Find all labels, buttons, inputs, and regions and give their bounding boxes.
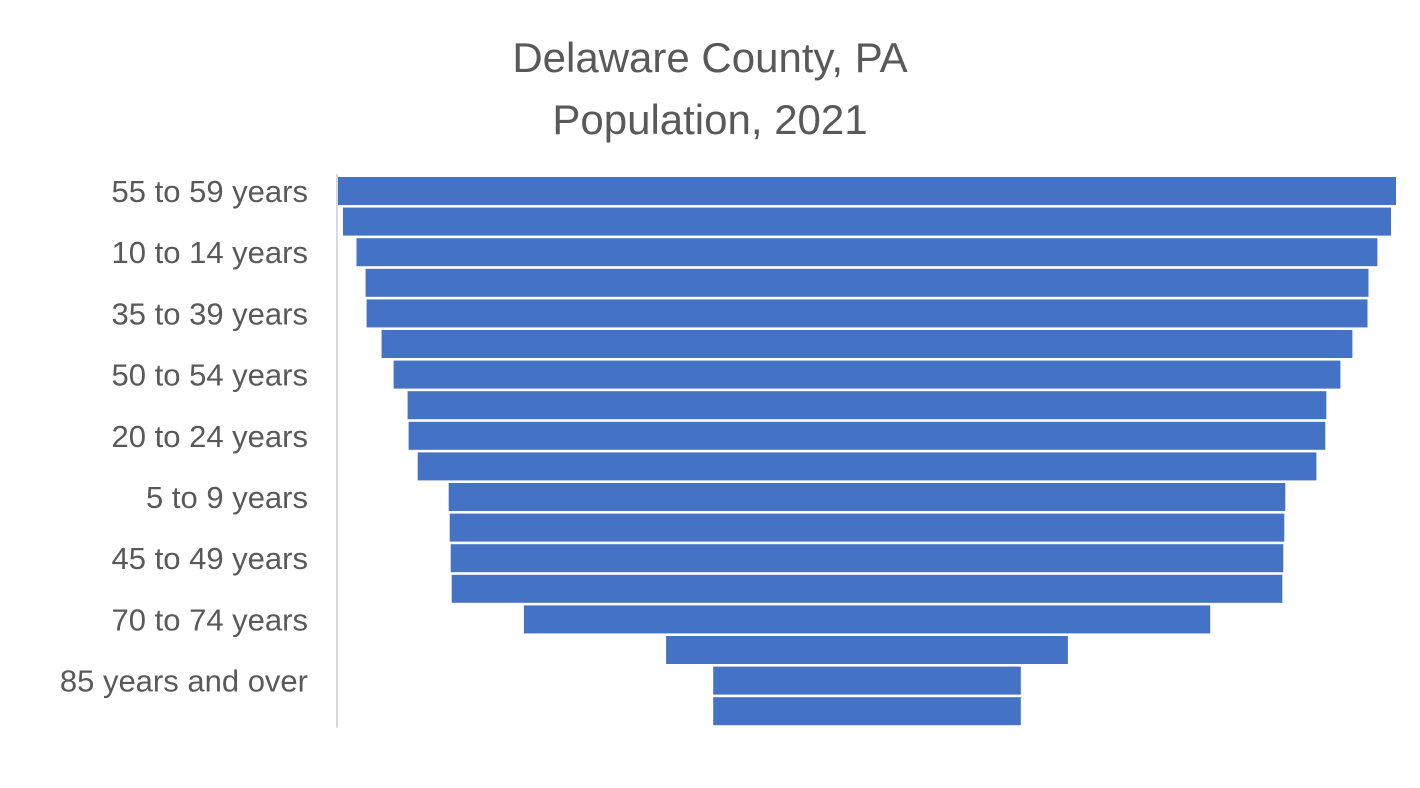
bar-17: [713, 697, 1021, 726]
category-label-0: 55 to 59 years: [112, 174, 308, 209]
bar-11: [449, 513, 1285, 542]
bar-16: [713, 666, 1021, 695]
bar-3: [365, 268, 1369, 297]
bar-6: [393, 360, 1341, 389]
bar-10: [448, 483, 1286, 511]
bar-5: [381, 330, 1353, 358]
bar-9: [417, 452, 1317, 481]
chart-title-line-1: Delaware County, PA: [512, 34, 908, 81]
bar-2: [356, 238, 1378, 267]
bar-group: [338, 177, 1396, 726]
category-label-16: 85 years and over: [60, 664, 308, 699]
category-label-group: 55 to 59 years 10 to 14 years 35 to 39 yea…: [60, 174, 308, 699]
bar-15: [666, 636, 1068, 664]
chart-title-line-2: Population, 2021: [552, 96, 868, 143]
bar-4: [366, 299, 1368, 328]
bar-12: [450, 544, 1284, 573]
bar-1: [343, 207, 1391, 236]
category-label-8: 20 to 24 years: [112, 419, 308, 454]
category-label-6: 50 to 54 years: [112, 358, 308, 393]
category-label-10: 5 to 9 years: [146, 480, 308, 515]
category-label-2: 10 to 14 years: [112, 235, 308, 270]
bar-7: [407, 391, 1327, 420]
bar-14: [523, 605, 1211, 634]
category-label-12: 45 to 49 years: [112, 541, 308, 576]
bar-8: [408, 421, 1326, 450]
category-label-14: 70 to 74 years: [112, 602, 308, 637]
bar-0: [338, 177, 1396, 205]
bar-13: [451, 574, 1283, 603]
category-label-4: 35 to 39 years: [112, 296, 308, 331]
